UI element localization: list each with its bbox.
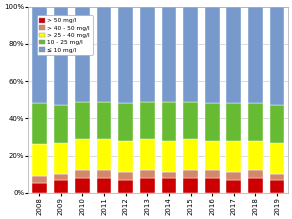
Bar (248, 141, 263, 170)
Bar (118, 180, 133, 193)
Bar (75, 139, 90, 170)
Bar (270, 7, 284, 105)
Bar (53, 174, 68, 180)
Bar (140, 178, 155, 193)
Bar (161, 102, 176, 141)
Bar (227, 103, 241, 141)
Bar (227, 180, 241, 193)
Bar (227, 7, 241, 103)
Bar (97, 170, 112, 178)
Bar (161, 178, 176, 193)
Bar (75, 170, 90, 178)
Bar (248, 178, 263, 193)
Bar (248, 103, 263, 141)
Bar (32, 7, 47, 103)
Bar (140, 170, 155, 178)
Bar (32, 144, 47, 176)
Bar (32, 176, 47, 184)
Bar (227, 141, 241, 172)
Bar (161, 172, 176, 178)
Bar (140, 7, 155, 102)
Bar (248, 7, 263, 103)
Bar (270, 143, 284, 174)
Bar (183, 102, 198, 139)
Bar (161, 7, 176, 102)
Bar (118, 141, 133, 172)
Bar (205, 7, 220, 103)
Bar (205, 170, 220, 178)
Bar (161, 141, 176, 172)
Bar (270, 105, 284, 143)
Bar (118, 172, 133, 180)
Bar (183, 178, 198, 193)
Bar (270, 180, 284, 193)
Bar (205, 141, 220, 170)
Bar (97, 178, 112, 193)
Bar (75, 178, 90, 193)
Bar (248, 170, 263, 178)
Bar (75, 7, 90, 102)
Bar (270, 174, 284, 180)
Bar (53, 105, 68, 143)
Bar (140, 139, 155, 170)
Bar (227, 172, 241, 180)
Bar (205, 178, 220, 193)
Bar (97, 139, 112, 170)
Bar (118, 103, 133, 141)
Bar (205, 103, 220, 141)
Bar (53, 180, 68, 193)
Bar (183, 139, 198, 170)
Bar (140, 102, 155, 139)
Bar (53, 7, 68, 105)
Bar (183, 170, 198, 178)
Bar (118, 7, 133, 103)
Bar (32, 184, 47, 193)
Bar (75, 102, 90, 139)
Bar (53, 143, 68, 174)
Bar (97, 7, 112, 102)
Legend: > 50 mg/l, > 40 - 50 mg/l, > 25 - 40 mg/l, 10 - 25 mg/l, ≤ 10 mg/l: > 50 mg/l, > 40 - 50 mg/l, > 25 - 40 mg/… (36, 15, 93, 55)
Bar (32, 103, 47, 144)
Bar (183, 7, 198, 102)
Bar (97, 102, 112, 139)
